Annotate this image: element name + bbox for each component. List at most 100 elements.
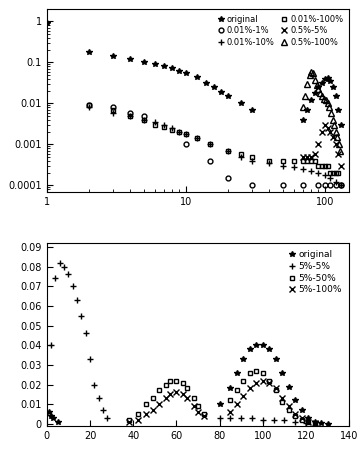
0.5%-5%	[325, 125, 330, 131]
0.5%-100%	[320, 93, 324, 99]
5%-50%	[127, 417, 131, 423]
5%-50%	[267, 378, 271, 383]
5%-100%	[144, 411, 148, 417]
0.5%-100%	[309, 69, 314, 74]
0.01%-100%	[309, 158, 314, 164]
0.5%-100%	[305, 81, 310, 87]
5%-100%	[181, 392, 185, 397]
5%-100%	[293, 411, 297, 417]
5%-50%	[261, 370, 265, 376]
5%-5%	[96, 395, 101, 401]
0.01%-10%	[292, 164, 296, 170]
5%-100%	[287, 404, 291, 409]
5%-100%	[235, 401, 239, 407]
original	[170, 66, 175, 71]
original	[328, 78, 333, 83]
0.01%-10%	[162, 122, 166, 128]
original	[142, 60, 146, 65]
0.01%-1%	[184, 142, 188, 147]
5%-5%	[92, 382, 96, 387]
0.01%-1%	[225, 176, 230, 181]
5%-50%	[306, 419, 310, 425]
0.01%-100%	[153, 122, 157, 128]
5%-100%	[127, 419, 131, 424]
original	[313, 90, 317, 96]
original	[239, 101, 243, 106]
original	[338, 122, 343, 128]
0.01%-100%	[334, 170, 338, 176]
0.01%-10%	[334, 179, 338, 185]
original	[45, 20, 49, 26]
original	[301, 117, 305, 122]
original	[217, 401, 222, 407]
5%-50%	[192, 395, 196, 401]
0.5%-100%	[311, 70, 315, 76]
5%-100%	[254, 380, 258, 386]
0.5%-5%	[313, 151, 317, 156]
0.01%-10%	[195, 136, 199, 141]
original	[331, 84, 335, 90]
0.01%-10%	[184, 131, 188, 137]
Line: 0.01%-100%: 0.01%-100%	[86, 103, 343, 188]
0.01%-100%	[319, 163, 324, 169]
5%-100%	[135, 417, 140, 423]
original	[293, 398, 297, 403]
original	[248, 347, 252, 352]
0.01%-10%	[128, 113, 132, 119]
0.01%-100%	[184, 131, 188, 137]
0.5%-100%	[318, 90, 323, 96]
original	[235, 370, 239, 376]
original	[261, 342, 265, 348]
original	[47, 410, 51, 415]
0.01%-10%	[142, 117, 146, 122]
5%-100%	[261, 378, 265, 383]
0.01%-1%	[301, 183, 305, 188]
5%-50%	[135, 411, 140, 417]
0.5%-5%	[305, 154, 310, 159]
5%-50%	[157, 388, 161, 393]
5%-50%	[144, 401, 148, 407]
Line: 0.01%-10%: 0.01%-10%	[85, 104, 344, 189]
0.01%-1%	[334, 183, 338, 188]
5%-100%	[192, 404, 196, 409]
0.5%-100%	[329, 110, 333, 115]
5%-5%	[71, 284, 75, 289]
5%-100%	[241, 394, 246, 399]
5%-5%	[84, 331, 88, 336]
0.5%-100%	[337, 142, 341, 147]
0.01%-10%	[301, 166, 305, 172]
original	[254, 342, 258, 348]
5%-5%	[261, 417, 265, 423]
5%-50%	[168, 378, 172, 383]
0.01%-10%	[316, 170, 320, 176]
original	[319, 80, 324, 86]
Line: 5%-50%: 5%-50%	[126, 368, 317, 426]
Line: 5%-100%: 5%-100%	[126, 378, 318, 426]
5%-5%	[105, 415, 109, 421]
0.01%-100%	[313, 158, 317, 164]
0.01%-10%	[239, 154, 243, 159]
0.01%-100%	[177, 130, 181, 135]
5%-50%	[280, 400, 284, 405]
5%-100%	[248, 386, 252, 391]
0.01%-100%	[86, 103, 91, 108]
0.5%-100%	[316, 87, 320, 92]
5%-5%	[304, 420, 308, 425]
5%-5%	[79, 313, 84, 318]
0.5%-100%	[335, 135, 339, 140]
5%-5%	[271, 417, 276, 423]
0.5%-100%	[315, 82, 319, 88]
0.5%-5%	[334, 142, 338, 147]
original	[128, 57, 132, 62]
5%-5%	[282, 417, 287, 423]
5%-50%	[300, 417, 304, 423]
0.5%-100%	[325, 101, 330, 106]
0.01%-100%	[328, 170, 333, 176]
original	[334, 93, 338, 99]
original	[195, 75, 199, 80]
0.01%-10%	[250, 158, 254, 164]
Legend: original, 0.01%-1%, 0.01%-10%, 0.01%-100%, 0.5%-5%, 0.5%-100%: original, 0.01%-1%, 0.01%-10%, 0.01%-100…	[216, 13, 345, 48]
5%-5%	[239, 415, 243, 421]
0.01%-1%	[208, 158, 212, 164]
5%-5%	[217, 415, 222, 421]
